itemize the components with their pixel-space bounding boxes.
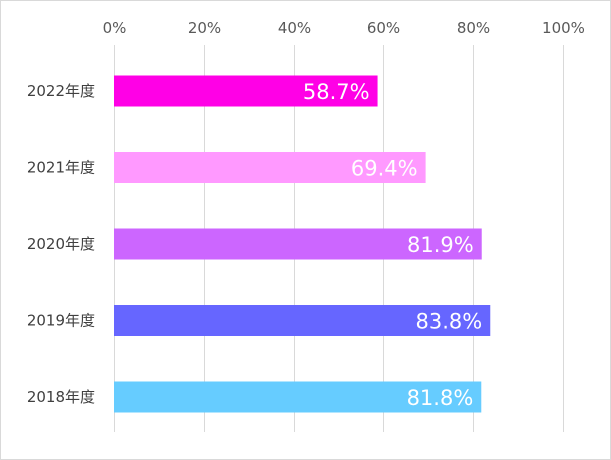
bar — [114, 228, 482, 260]
data-label: 81.9% — [407, 233, 474, 257]
bar — [114, 381, 482, 413]
data-label: 81.8% — [407, 386, 474, 410]
category-label: 2021年度 — [27, 159, 95, 177]
x-tick-label: 100% — [542, 19, 585, 37]
data-label: 69.4% — [351, 157, 418, 181]
category-label: 2019年度 — [27, 312, 95, 330]
x-tick-label: 0% — [103, 19, 127, 37]
category-label: 2022年度 — [27, 82, 95, 100]
category-label: 2018年度 — [27, 388, 95, 406]
data-label: 83.8% — [416, 310, 483, 334]
data-labels: 58.7% 69.4% 81.9% 83.8% 81.8% — [303, 80, 482, 410]
x-tick-label: 40% — [278, 19, 311, 37]
category-labels: 2022年度 2021年度 2020年度 2019年度 2018年度 — [27, 82, 95, 406]
x-tick-label: 20% — [188, 19, 221, 37]
bar — [114, 152, 426, 183]
x-tick-label: 60% — [367, 19, 400, 37]
bars — [114, 75, 491, 413]
data-label: 58.7% — [303, 80, 370, 104]
bar — [114, 305, 491, 336]
category-label: 2020年度 — [27, 235, 95, 253]
x-tick-label: 80% — [457, 19, 490, 37]
bar — [114, 75, 378, 107]
x-axis-tick-labels: 0% 20% 40% 60% 80% 100% — [103, 19, 585, 37]
